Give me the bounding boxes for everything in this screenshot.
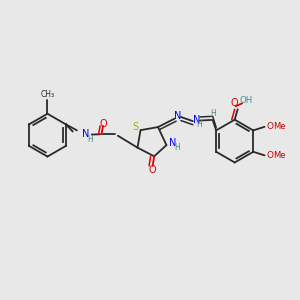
Text: O: O (266, 152, 273, 160)
Text: N: N (193, 115, 200, 125)
Text: S: S (132, 122, 138, 132)
Text: H: H (175, 143, 180, 152)
Text: O: O (230, 98, 238, 108)
Text: H: H (196, 120, 202, 129)
Text: H: H (211, 110, 217, 118)
Text: O: O (266, 122, 273, 131)
Text: OH: OH (239, 97, 252, 106)
Text: O: O (148, 165, 156, 175)
Text: CH₃: CH₃ (40, 90, 55, 99)
Text: N: N (82, 129, 89, 139)
Text: Me: Me (273, 122, 286, 131)
Text: N: N (169, 138, 177, 148)
Text: O: O (99, 119, 107, 129)
Text: N: N (174, 111, 182, 122)
Text: H: H (88, 135, 93, 144)
Text: Me: Me (273, 152, 286, 160)
